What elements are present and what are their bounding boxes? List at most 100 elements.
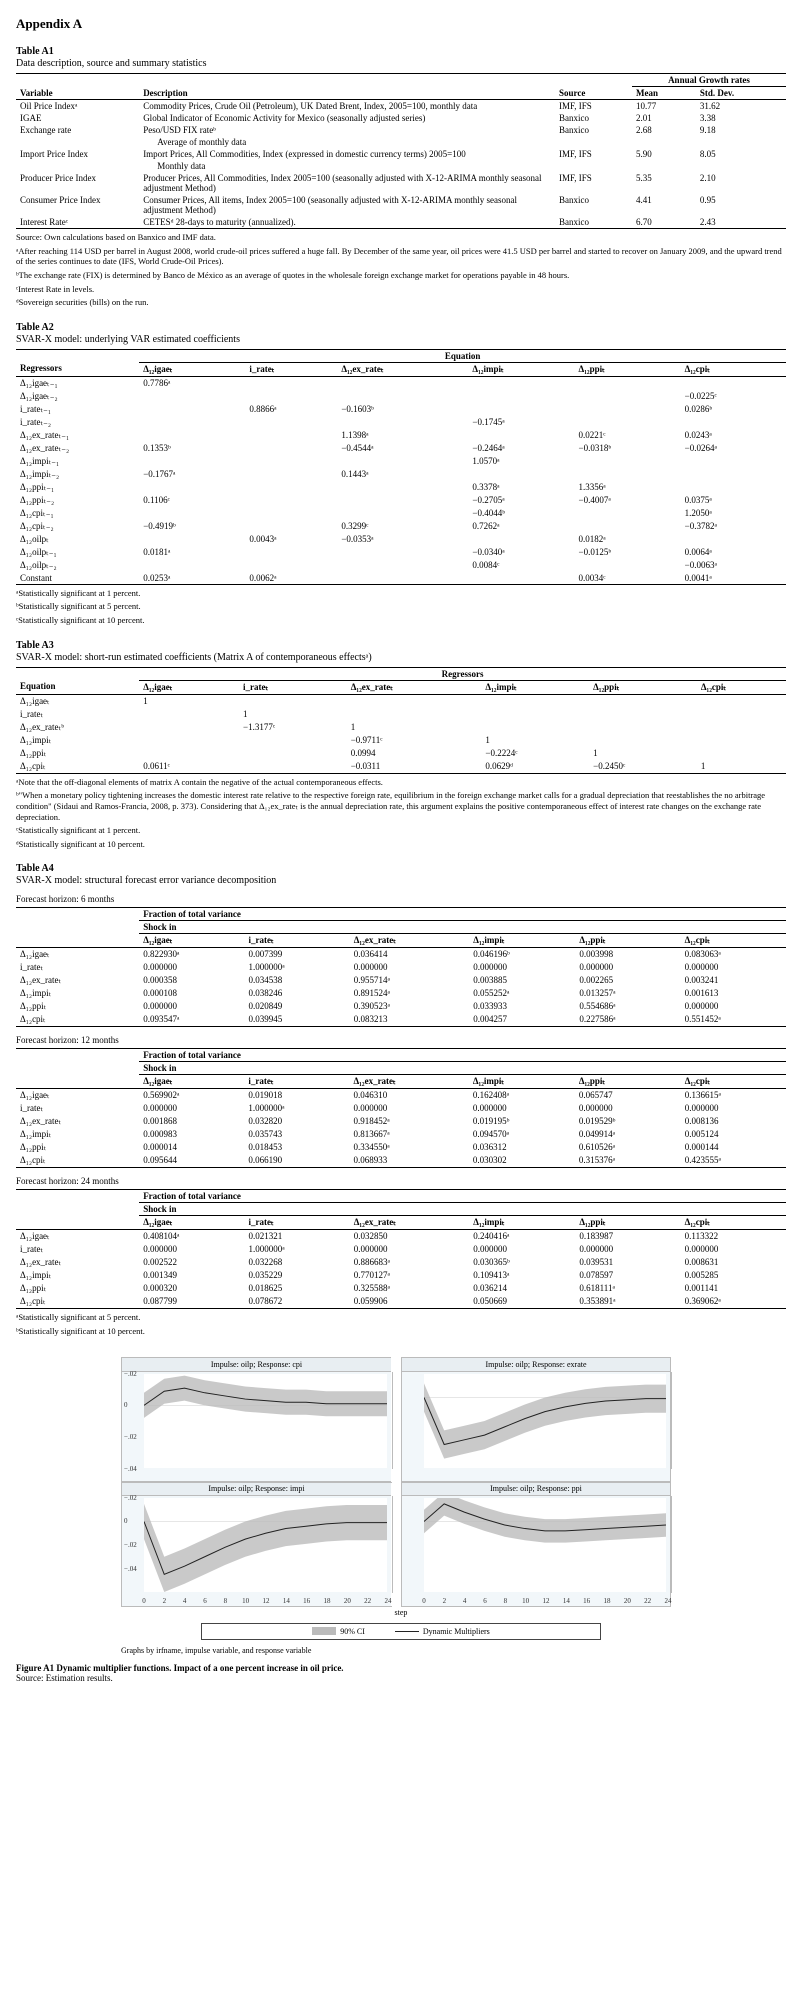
coef-cell — [697, 721, 786, 734]
a4-row-label: Δ₁₂igaeₜ — [16, 1230, 139, 1244]
a1-std: 9.18 — [696, 124, 786, 136]
a4-col: Δ₁₂impiₜ — [469, 1216, 575, 1230]
coef-cell: −0.0063ᵃ — [681, 559, 786, 572]
a4-cell: 0.059906 — [350, 1295, 470, 1309]
coef-cell — [245, 559, 337, 572]
row-label: Δ₁₂oilpₜ₋₂ — [16, 559, 139, 572]
a4-row-label: i_rateₜ — [16, 961, 139, 974]
a4-cell: 0.036214 — [469, 1282, 575, 1295]
a1-src — [555, 160, 632, 172]
coef-cell: 0.8866ᵃ — [245, 403, 337, 416]
a1-std — [696, 136, 786, 148]
a1-std: 3.38 — [696, 112, 786, 124]
a4-cell: 0.334550ᵃ — [350, 1141, 469, 1154]
coef-cell — [245, 481, 337, 494]
a4-cell: 0.369062ᵃ — [681, 1295, 786, 1309]
a4-row-label: i_rateₜ — [16, 1102, 139, 1115]
a4-cell: 0.046196ᵇ — [469, 948, 575, 962]
coef-cell — [245, 520, 337, 533]
coef-cell — [139, 734, 239, 747]
coef-cell — [575, 403, 681, 416]
y-tick-label: −.04 — [124, 1565, 137, 1573]
x-tick-label: 20 — [624, 1597, 631, 1605]
a1-h-desc: Description — [139, 87, 555, 100]
a4-cell: 0.007399 — [244, 948, 349, 962]
a4-row-label: Δ₁₂ppiₜ — [16, 1141, 139, 1154]
table-note: ᵇStatistically significant at 5 percent. — [16, 601, 786, 612]
a4-cell: 0.034538 — [244, 974, 349, 987]
coef-cell: −0.2705ᵃ — [468, 494, 574, 507]
a1-h-std: Std. Dev. — [696, 87, 786, 100]
coef-cell — [575, 559, 681, 572]
a4-cell: 0.038246 — [244, 987, 349, 1000]
a4-row-label: Δ₁₂ppiₜ — [16, 1000, 139, 1013]
a4-cell: 0.000000 — [350, 961, 470, 974]
a1-var: Import Price Index — [16, 148, 139, 160]
coef-cell: 0.7786ᵃ — [139, 376, 245, 390]
table-note: ᵇThe exchange rate (FIX) is determined b… — [16, 270, 786, 281]
table-note: ᵃStatistically significant at 1 percent. — [16, 588, 786, 599]
coef-cell: −0.1745ᵃ — [468, 416, 574, 429]
a4-col: Δ₁₂igaeₜ — [139, 1075, 244, 1089]
coef-cell: 0.0994 — [347, 747, 482, 760]
a4-cell: 0.008136 — [681, 1115, 786, 1128]
coef-cell: −0.0225ᶜ — [681, 390, 786, 403]
x-tick-label: 10 — [522, 1597, 529, 1605]
a4-cell: 0.000000 — [575, 1102, 681, 1115]
a1-mean — [632, 136, 696, 148]
row-label: i_rateₜ — [16, 708, 139, 721]
tableA4-caption: Table A4 — [16, 863, 786, 874]
a4-cell: 0.000000 — [575, 961, 680, 974]
a4-col: Δ₁₂impiₜ — [469, 934, 575, 948]
a4-cell: 0.033933 — [469, 1000, 575, 1013]
a2-c2: Δ₁₂ex_rateₜ — [337, 362, 468, 376]
coef-cell: −0.1603ᵇ — [337, 403, 468, 416]
tableA2: Equation Regressors Δ₁₂igaeₜ i_rateₜ Δ₁₂… — [16, 349, 786, 585]
a4-cell: 0.554686ᵃ — [575, 1000, 680, 1013]
a4-cell: 0.813667ᵃ — [350, 1128, 469, 1141]
a4-cell: 0.618111ᵃ — [575, 1282, 680, 1295]
coef-cell: −0.3782ᵃ — [681, 520, 786, 533]
chart-panel-title: Impulse: oilp; Response: impi — [122, 1482, 391, 1496]
coef-cell — [245, 507, 337, 520]
a4-col: Δ₁₂ppiₜ — [575, 1216, 680, 1230]
a4-cell: 0.918452ᵃ — [350, 1115, 469, 1128]
coef-cell — [681, 376, 786, 390]
table-note: ᵈSovereign securities (bills) on the run… — [16, 297, 786, 308]
a4-cell: 0.049914ᵃ — [575, 1128, 681, 1141]
tableA4-panel: Fraction of total variance Shock in Δ₁₂i… — [16, 907, 786, 1027]
coef-cell: −0.4919ᵇ — [139, 520, 245, 533]
coef-cell: 1 — [697, 760, 786, 774]
a1-std — [696, 160, 786, 172]
a4-cell: 0.068933 — [350, 1154, 469, 1168]
x-tick-label: 18 — [324, 1597, 331, 1605]
forecast-horizon-label: Forecast horizon: 6 months — [16, 894, 786, 904]
a4-cell: 0.050669 — [469, 1295, 575, 1309]
a4-shock: Shock in — [139, 921, 786, 934]
x-tick-label: 16 — [583, 1597, 590, 1605]
coef-cell — [468, 403, 574, 416]
a4-frac: Fraction of total variance — [139, 1190, 786, 1203]
a2-c4: Δ₁₂ppiₜ — [575, 362, 681, 376]
a1-desc: Average of monthly data — [139, 136, 555, 148]
a4-col: Δ₁₂igaeₜ — [139, 934, 244, 948]
a1-var: IGAE — [16, 112, 139, 124]
y-tick-label: −.02 — [124, 1433, 137, 1441]
a4-cell: 0.008631 — [681, 1256, 786, 1269]
a4-cell: 0.003241 — [681, 974, 786, 987]
a1-mean: 6.70 — [632, 216, 696, 229]
coef-cell: −0.4007ᵃ — [575, 494, 681, 507]
coef-cell — [697, 694, 786, 708]
table-note: ᶜStatistically significant at 1 percent. — [16, 825, 786, 836]
coef-cell — [337, 572, 468, 585]
coef-cell — [337, 376, 468, 390]
a3-c3: Δ₁₂impiₜ — [481, 680, 589, 694]
a4-cell: 0.109413ᵃ — [469, 1269, 575, 1282]
tableA1-subtitle: Data description, source and summary sta… — [16, 58, 786, 69]
table-note: ᵃStatistically significant at 5 percent. — [16, 1312, 786, 1323]
coef-cell — [245, 494, 337, 507]
a1-desc: Global Indicator of Economic Activity fo… — [139, 112, 555, 124]
a1-std: 8.05 — [696, 148, 786, 160]
coef-cell: 0.0253ᵃ — [139, 572, 245, 585]
coef-cell — [139, 429, 245, 442]
